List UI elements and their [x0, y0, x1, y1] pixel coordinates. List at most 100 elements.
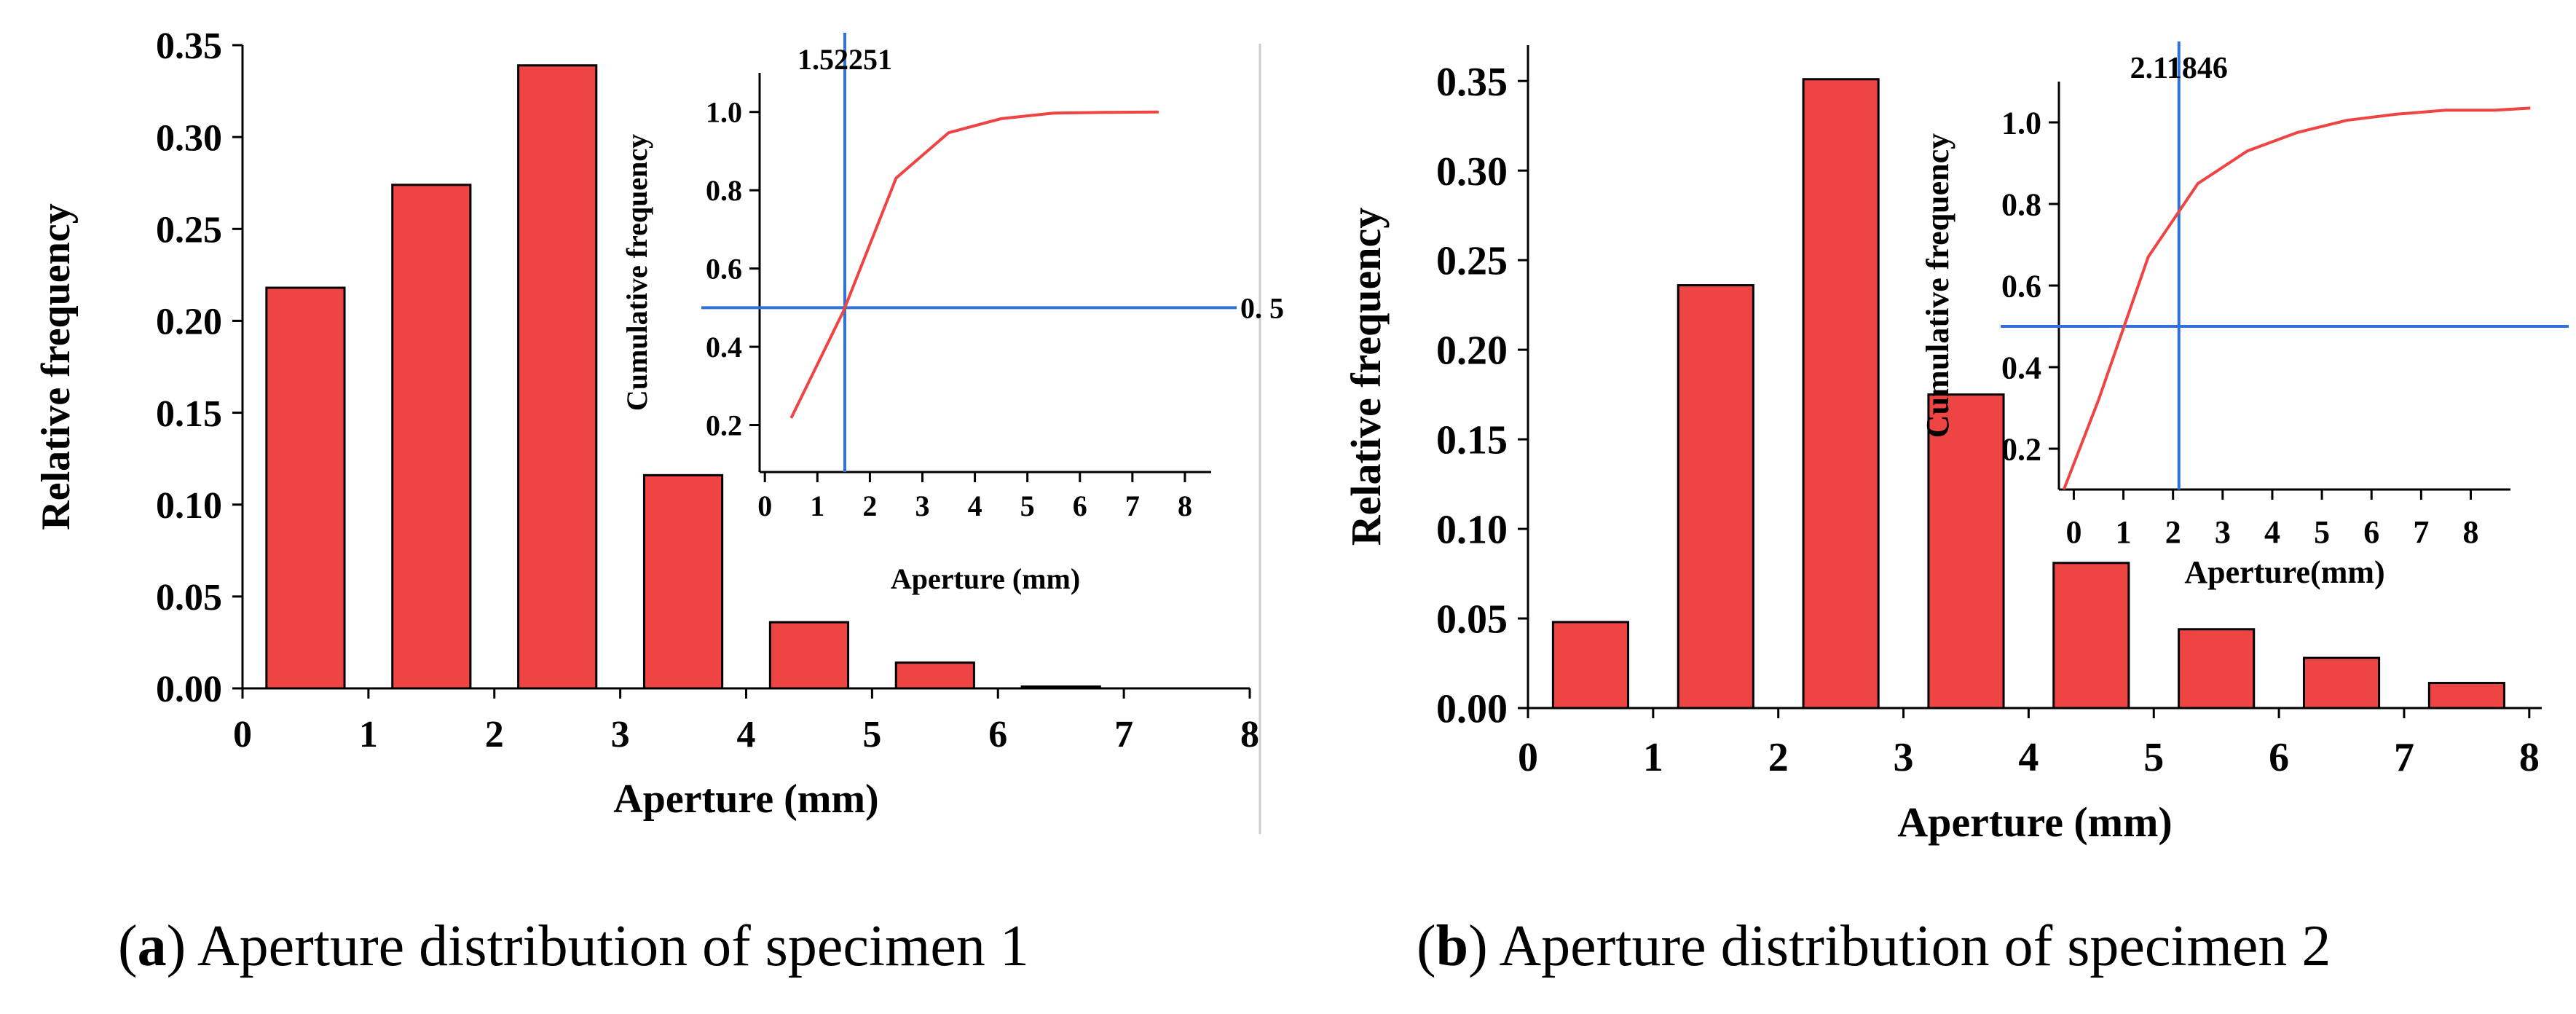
a-main-x-tick-label: 3	[611, 714, 630, 755]
a-main-y-tick-label: 0.25	[156, 209, 222, 251]
a-main-x-axis-title: Aperture (mm)	[613, 777, 878, 822]
a-main-bar	[894, 661, 975, 690]
b-main-x-tick-label: 7	[2394, 735, 2414, 780]
a-inset-x-tick-label: 6	[1073, 490, 1087, 522]
a-main-x-tick-label: 2	[485, 714, 504, 755]
a-main-bar	[642, 473, 724, 690]
b-main-x-tick-label: 0	[1518, 735, 1538, 780]
b-inset-y-tick-label: 0.2	[2001, 431, 2041, 467]
b-inset-y-tick-label: 0.6	[2001, 268, 2041, 304]
a-main-x-tick-label: 8	[1240, 714, 1259, 755]
a-main-bar	[265, 286, 346, 690]
main-chart-a: 0 1 2 3 4 5 6 7 80.000.050.100.150.200.250.300.3…	[34, 25, 1259, 822]
caption-b-text: Aperture distribution of specimen 2	[1499, 914, 2331, 978]
caption-b: (b) Aperture distribution of specimen 2	[1417, 914, 2331, 978]
inset-chart-a: 0 1 2 3 4 5 6 7 8 0.2 0.4 0.6 0.8 1.0 Aperture (mm) Cum…	[621, 33, 1284, 595]
b-main-y-tick-label: 0.05	[1436, 597, 1508, 642]
b-inset-x-tick-label: 8	[2462, 514, 2478, 550]
b-main-bar	[2052, 562, 2130, 710]
b-inset-x-tick-label: 3	[2215, 514, 2231, 550]
a-main-x-tick-label: 5	[862, 714, 881, 755]
inset-chart-b: 0 1 2 3 4 5 6 7 8 0.2 0.4 0.6 0.8 1.0 Aperture(mm) Cumu…	[1920, 42, 2569, 590]
caption-a: (a) Aperture distribution of specimen 1	[118, 914, 1029, 978]
b-main-y-tick-label: 0.20	[1436, 329, 1508, 374]
b-main-bar	[2302, 656, 2381, 710]
a-main-y-tick-label: 0.15	[156, 393, 222, 435]
b-main-y-axis-title: Relative frequency	[1342, 208, 1390, 546]
a-main-y-tick-label: 0.05	[156, 577, 222, 618]
a-inset-x-tick-label: 1	[810, 490, 824, 522]
b-main-bar	[2178, 628, 2256, 710]
a-inset-y-tick-label: 1.0	[706, 96, 742, 129]
a-main-x-tick-label: 0	[233, 714, 252, 755]
a-main-x-tick-label: 4	[737, 714, 756, 755]
a-inset-half-label: 0. 5	[1240, 291, 1284, 324]
caption-b-letter: b	[1436, 914, 1469, 978]
a-main-x-tick-label: 1	[359, 714, 378, 755]
b-main-y-tick-label: 0.25	[1436, 239, 1508, 284]
a-main-y-axis-title: Relative frequency	[34, 203, 79, 530]
b-inset-x-tick-label: 6	[2363, 514, 2379, 550]
b-inset-x-tick-label: 0	[2065, 514, 2081, 550]
b-inset-x-tick-label: 5	[2314, 514, 2330, 550]
a-inset-y-tick-label: 0.2	[706, 409, 742, 442]
b-main-x-tick-label: 1	[1643, 735, 1663, 780]
caption-a-letter: a	[138, 914, 167, 978]
b-inset-x-tick-label: 1	[2116, 514, 2132, 550]
b-main-y-tick-label: 0.10	[1436, 508, 1508, 553]
a-main-x-tick-label: 6	[988, 714, 1007, 755]
a-main-y-tick-label: 0.30	[156, 117, 222, 159]
a-main-y-tick-label: 0.00	[156, 669, 222, 710]
b-main-y-tick-label: 0.00	[1436, 687, 1508, 732]
a-inset-cumulative-curve	[789, 110, 1159, 419]
a-inset-y-axis-title: Cumulative frequency	[621, 134, 653, 411]
b-main-bar	[2427, 682, 2505, 710]
b-main-y-tick-label: 0.35	[1436, 60, 1508, 105]
b-main-x-tick-label: 6	[2269, 735, 2289, 780]
b-inset-median-label: 2.11846	[2130, 52, 2228, 85]
b-main-y-tick-label: 0.15	[1436, 418, 1508, 463]
a-main-bar	[768, 621, 850, 690]
b-main-bar	[1927, 393, 2005, 710]
b-main-x-tick-label: 2	[1768, 735, 1789, 780]
b-main-y-tick-label: 0.30	[1436, 149, 1508, 194]
a-main-x-tick-label: 7	[1114, 714, 1133, 755]
b-inset-y-axis-title: Cumulative frequency	[1920, 133, 1955, 438]
a-main-y-tick-label: 0.20	[156, 302, 222, 343]
b-inset-y-tick-label: 0.4	[2001, 350, 2041, 385]
b-inset-cumulative-curve	[2062, 106, 2531, 490]
b-main-bar	[1677, 284, 1754, 710]
a-main-y-tick-label: 0.35	[156, 25, 222, 67]
b-inset-y-tick-label: 1.0	[2001, 105, 2041, 141]
a-main-bar	[517, 64, 598, 690]
b-main-bar	[1802, 78, 1880, 710]
panel-b: 0 1 2 3 4 5 6 7 80.000.050.100.150.200.250.300.3…	[1342, 42, 2569, 978]
b-main-x-tick-label: 5	[2143, 735, 2164, 780]
a-inset-x-tick-label: 5	[1020, 490, 1035, 522]
a-inset-x-tick-label: 2	[862, 490, 877, 522]
b-main-x-tick-label: 4	[2018, 735, 2039, 780]
panel-a: 0 1 2 3 4 5 6 7 80.000.050.100.150.200.250.300.3…	[34, 25, 1284, 978]
b-inset-y-tick-label: 0.8	[2001, 186, 2041, 222]
a-inset-x-tick-label: 8	[1178, 490, 1192, 522]
main-chart-b: 0 1 2 3 4 5 6 7 80.000.050.100.150.200.250.300.3…	[1342, 45, 2542, 846]
a-inset-x-tick-label: 0	[757, 490, 772, 522]
b-inset-x-tick-label: 7	[2413, 514, 2429, 550]
b-main-x-tick-label: 8	[2519, 735, 2540, 780]
b-inset-x-tick-label: 4	[2264, 514, 2280, 550]
caption-a-text: Aperture distribution of specimen 1	[197, 914, 1029, 978]
a-inset-median-label: 1.52251	[797, 43, 892, 76]
a-main-bar	[391, 184, 472, 690]
b-main-x-tick-label: 3	[1894, 735, 1914, 780]
a-main-y-tick-label: 0.10	[156, 485, 222, 527]
b-main-x-axis-title: Aperture (mm)	[1897, 798, 2172, 846]
b-main-bar	[1551, 621, 1629, 710]
a-inset-y-tick-label: 0.4	[706, 331, 742, 363]
b-inset-x-axis-title: Aperture(mm)	[2184, 554, 2384, 590]
a-main-bar	[1020, 685, 1101, 690]
a-inset-y-tick-label: 0.8	[706, 174, 742, 207]
a-inset-x-tick-label: 4	[968, 490, 982, 522]
a-inset-y-tick-label: 0.6	[706, 253, 742, 286]
a-inset-x-tick-label: 3	[915, 490, 929, 522]
